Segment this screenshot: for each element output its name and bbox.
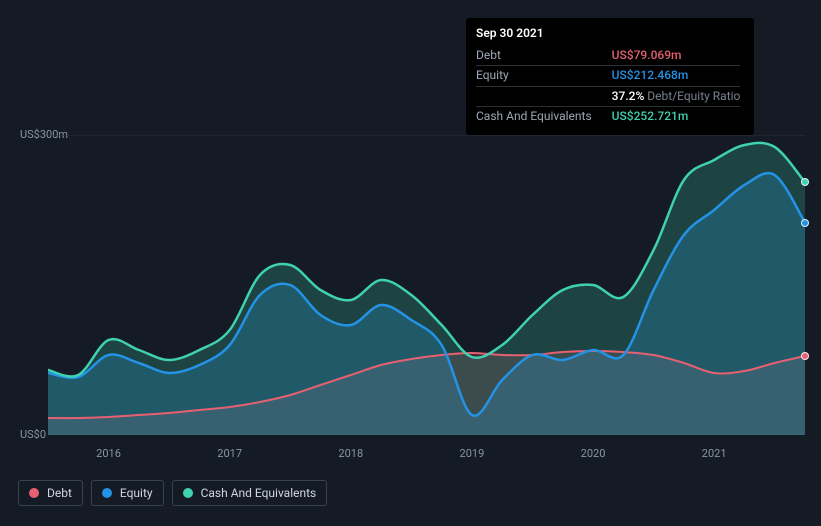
series-end-dot-debt [801, 352, 809, 360]
x-tick-label: 2020 [581, 447, 606, 460]
tooltip-row-label: Cash And Equivalents [476, 107, 612, 127]
legend: Debt Equity Cash And Equivalents [18, 480, 327, 506]
legend-item-debt[interactable]: Debt [18, 480, 83, 506]
tooltip-row: EquityUS$212.468m [476, 66, 740, 87]
tooltip-date: Sep 30 2021 [476, 26, 740, 42]
tooltip-row-label: Debt [476, 46, 612, 66]
chart-svg [48, 135, 805, 435]
series-end-dot-equity [801, 219, 809, 227]
legend-item-label: Debt [47, 486, 72, 500]
legend-item-cash[interactable]: Cash And Equivalents [172, 480, 328, 506]
tooltip-row: 37.2% Debt/Equity Ratio [476, 86, 740, 107]
legend-item-label: Equity [120, 486, 153, 500]
tooltip-row-value: 37.2% Debt/Equity Ratio [612, 86, 741, 107]
tooltip-panel: Sep 30 2021 DebtUS$79.069mEquityUS$212.4… [466, 18, 754, 135]
x-tick-label: 2016 [96, 447, 121, 460]
tooltip-row: DebtUS$79.069m [476, 46, 740, 66]
x-tick-label: 2018 [338, 447, 363, 460]
legend-dot-icon [102, 488, 112, 498]
x-tick-label: 2019 [460, 447, 485, 460]
tooltip-table: DebtUS$79.069mEquityUS$212.468m37.2% Deb… [476, 46, 740, 127]
legend-item-label: Cash And Equivalents [201, 486, 317, 500]
y-tick-label: US$0 [20, 428, 46, 441]
legend-dot-icon [29, 488, 39, 498]
tooltip-row-value: US$252.721m [612, 107, 741, 127]
tooltip-row-label [476, 86, 612, 107]
tooltip-row: Cash And EquivalentsUS$252.721m [476, 107, 740, 127]
tooltip-row-value: US$79.069m [612, 46, 741, 66]
tooltip-row-label: Equity [476, 66, 612, 87]
x-tick-label: 2017 [217, 447, 242, 460]
legend-item-equity[interactable]: Equity [91, 480, 164, 506]
series-end-dot-cash [801, 178, 809, 186]
x-tick-label: 2021 [702, 447, 727, 460]
legend-dot-icon [183, 488, 193, 498]
series-area-cash [48, 143, 805, 435]
tooltip-row-value: US$212.468m [612, 66, 741, 87]
